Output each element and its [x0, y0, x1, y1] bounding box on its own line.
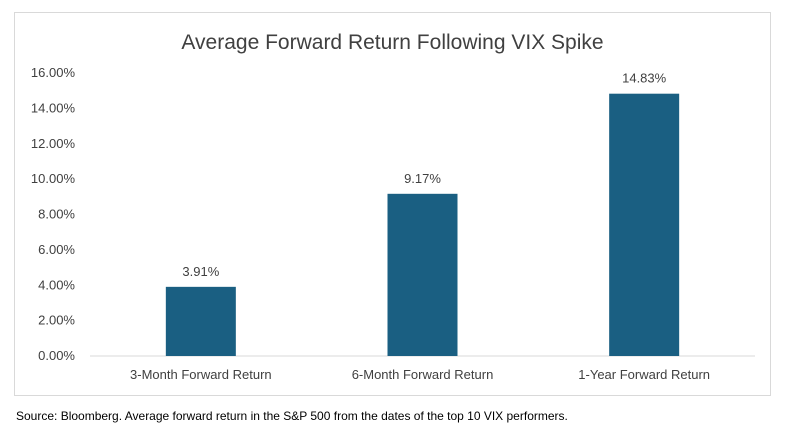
y-tick-label: 12.00%: [31, 136, 76, 151]
bar: [387, 193, 458, 356]
x-category-label: 6-Month Forward Return: [352, 367, 494, 382]
chart-frame: Average Forward Return Following VIX Spi…: [14, 12, 771, 396]
y-tick-label: 4.00%: [38, 277, 75, 292]
bar: [165, 286, 236, 356]
data-label: 3.91%: [182, 264, 219, 279]
source-footnote: Source: Bloomberg. Average forward retur…: [16, 409, 568, 423]
y-tick-label: 0.00%: [38, 348, 75, 363]
bar: [609, 93, 680, 357]
x-category-label: 1-Year Forward Return: [578, 367, 710, 382]
bar-chart: 0.00% 2.00% 4.00% 6.00% 8.00% 10.00% 12.00% 14.…: [31, 65, 755, 382]
y-tick-label: 2.00%: [38, 313, 75, 328]
y-tick-label: 8.00%: [38, 207, 75, 222]
y-tick-label: 16.00%: [31, 65, 76, 80]
y-tick-label: 6.00%: [38, 242, 75, 257]
chart-title: Average Forward Return Following VIX Spi…: [181, 31, 604, 54]
x-category-label: 3-Month Forward Return: [130, 367, 272, 382]
data-label: 9.17%: [404, 171, 441, 186]
y-tick-label: 14.00%: [31, 100, 76, 115]
y-tick-label: 10.00%: [31, 171, 76, 186]
data-label: 14.83%: [622, 71, 667, 86]
